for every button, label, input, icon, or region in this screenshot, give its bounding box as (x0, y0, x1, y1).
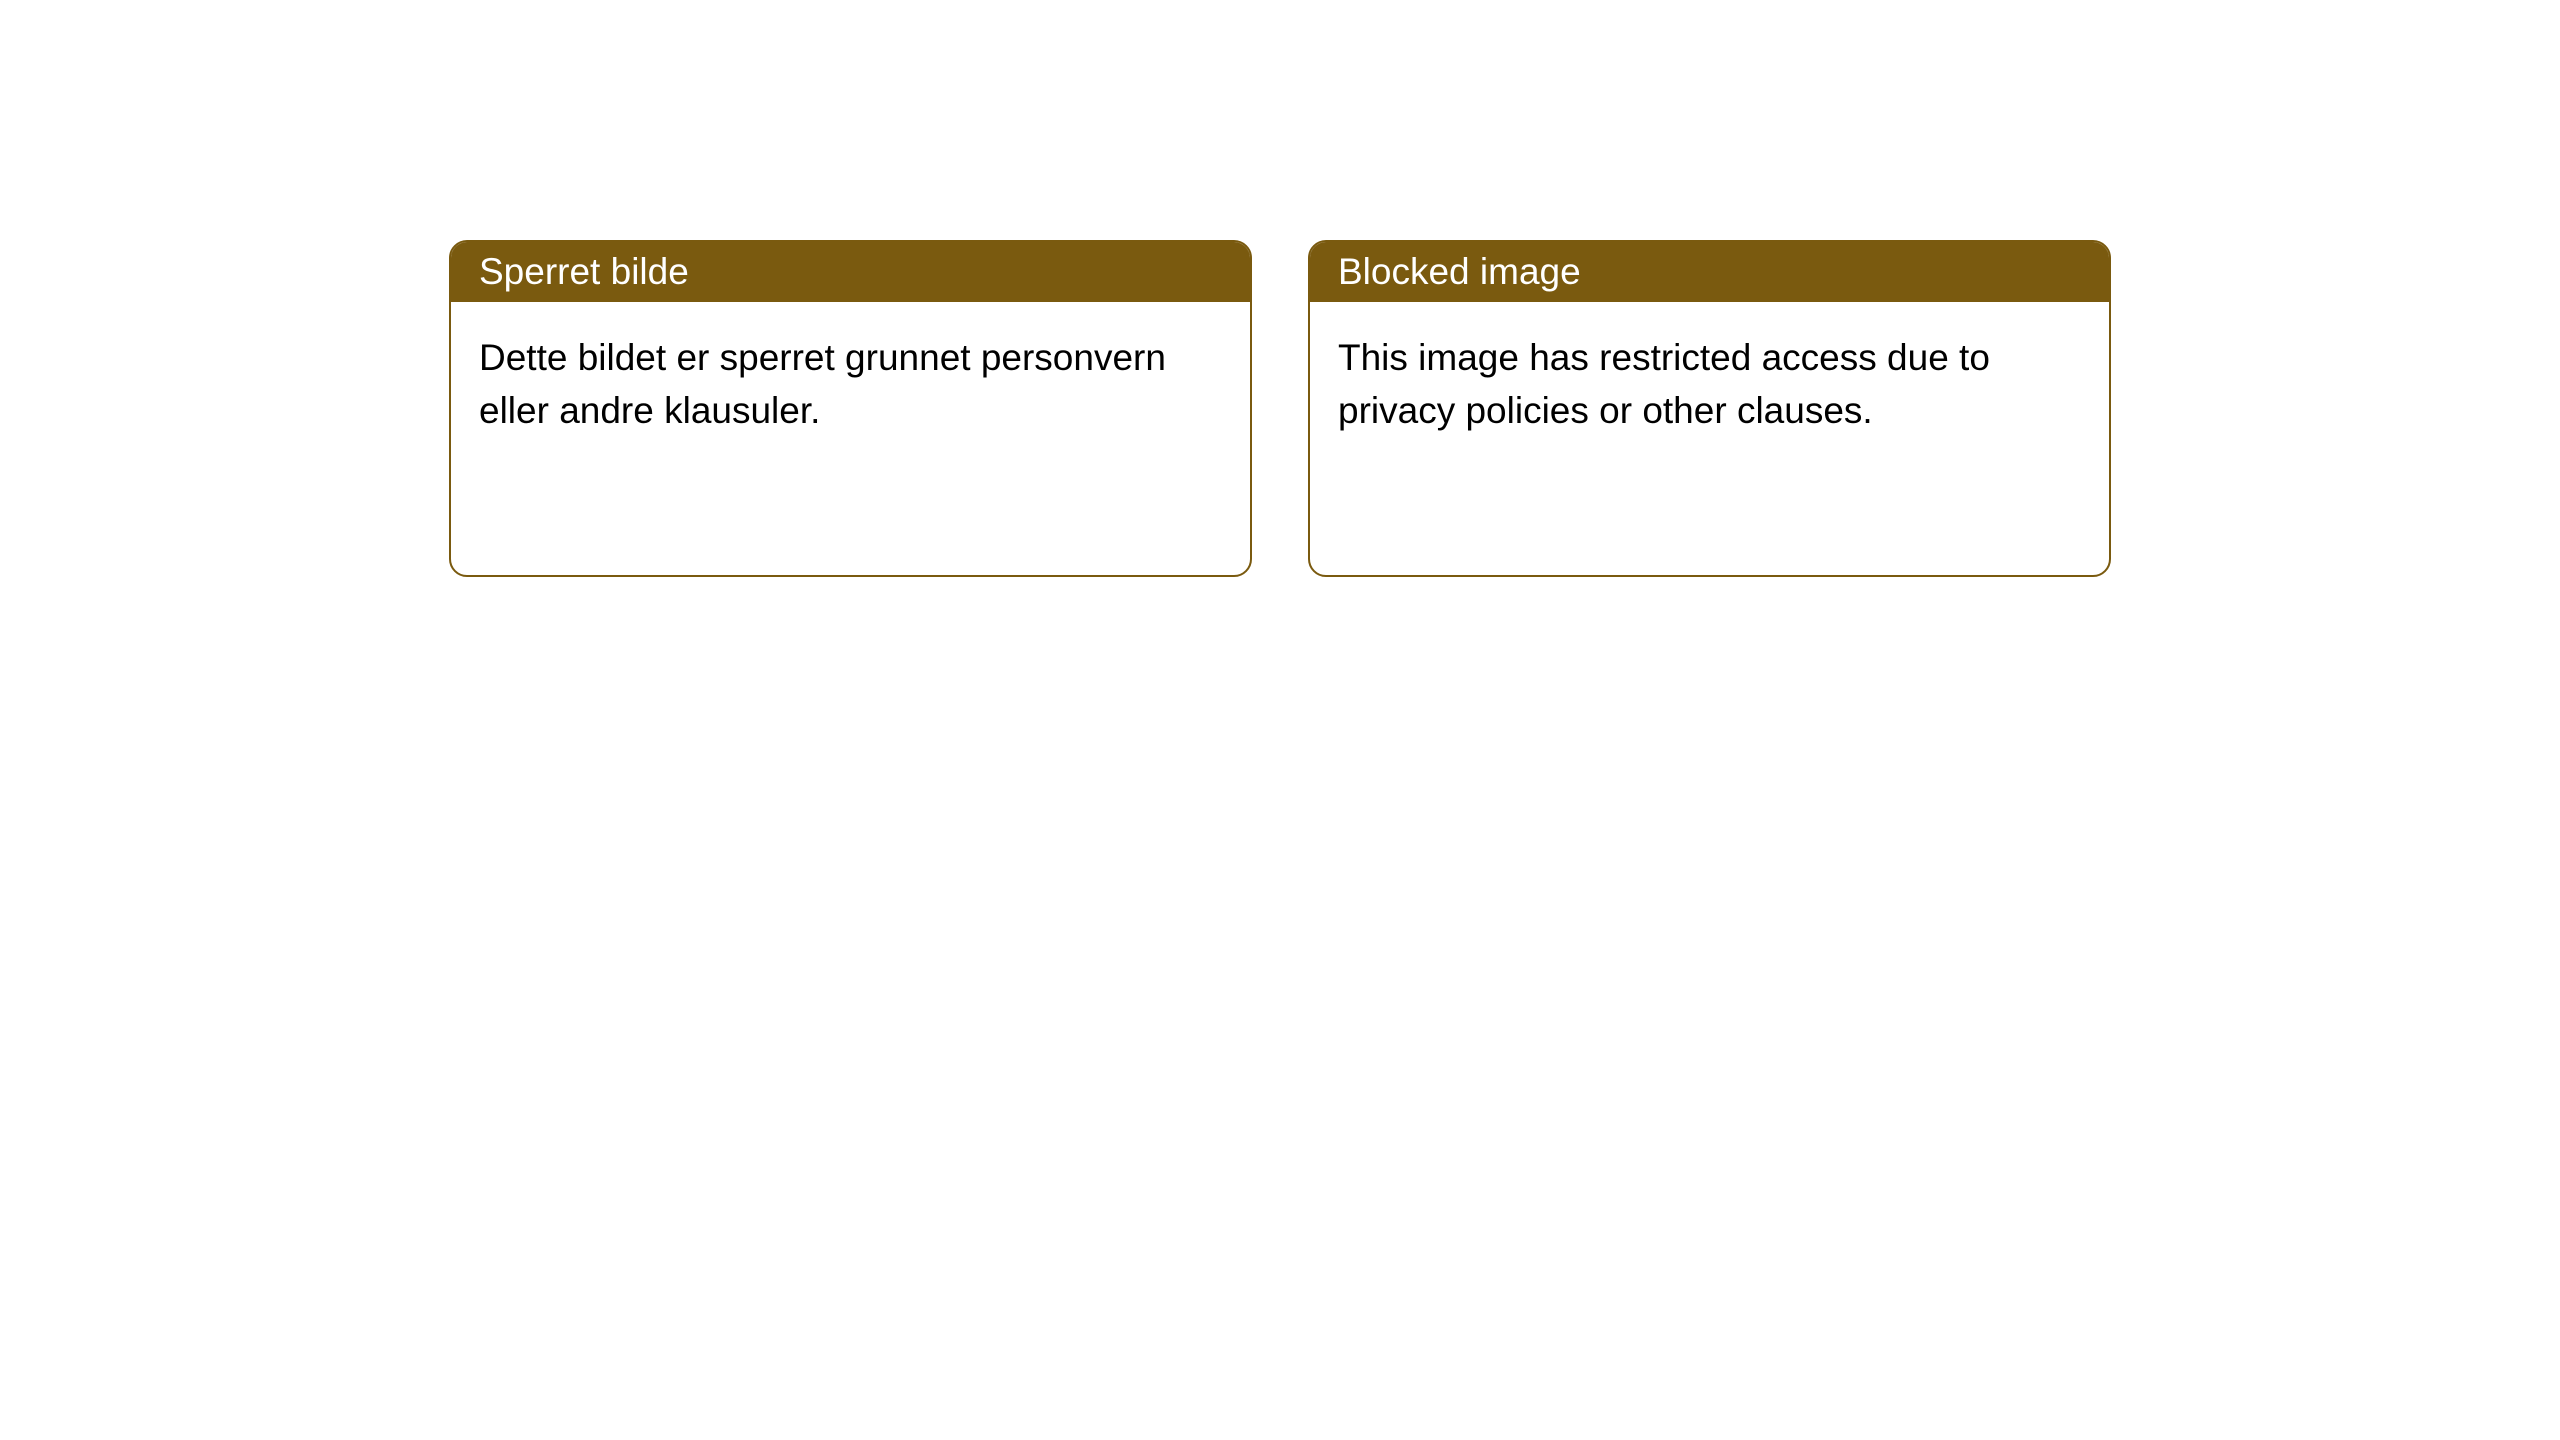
card-header: Blocked image (1310, 242, 2109, 302)
blocked-image-card-en: Blocked image This image has restricted … (1308, 240, 2111, 577)
card-body: Dette bildet er sperret grunnet personve… (451, 302, 1250, 467)
blocked-image-card-no: Sperret bilde Dette bildet er sperret gr… (449, 240, 1252, 577)
card-text: This image has restricted access due to … (1338, 332, 2081, 437)
card-body: This image has restricted access due to … (1310, 302, 2109, 467)
card-title: Blocked image (1338, 251, 1581, 293)
cards-container: Sperret bilde Dette bildet er sperret gr… (449, 240, 2111, 577)
card-text: Dette bildet er sperret grunnet personve… (479, 332, 1222, 437)
card-title: Sperret bilde (479, 251, 689, 293)
card-header: Sperret bilde (451, 242, 1250, 302)
